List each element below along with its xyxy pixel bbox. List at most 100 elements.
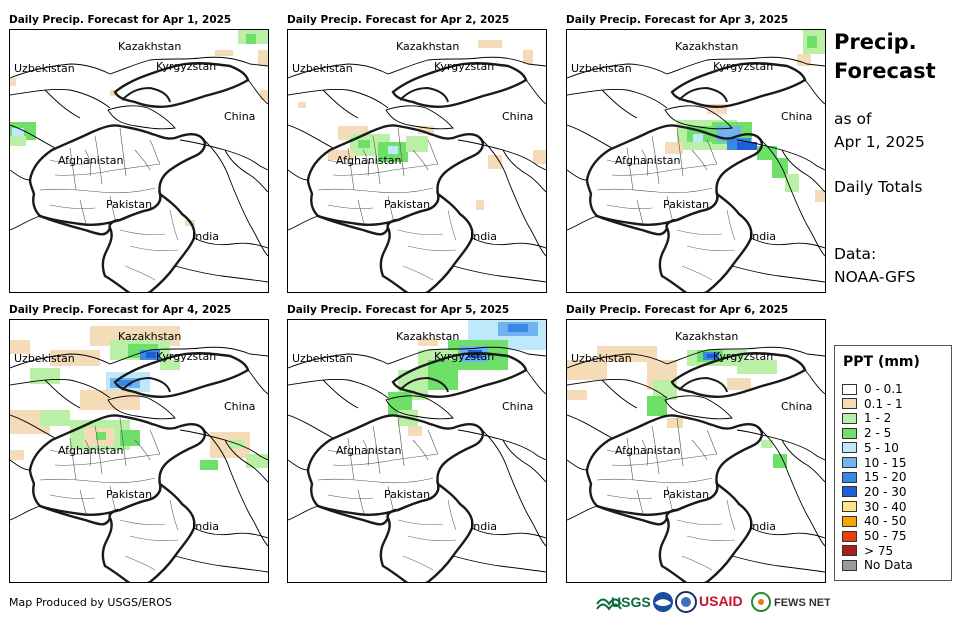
legend-label: 10 - 15 [864,455,907,470]
map-svg: Kazakhstan Uzbekistan Kyrgyzstan China A… [288,40,546,292]
legend-entry: 5 - 10 [842,441,899,455]
forecast-panel-apr2: Daily Precip. Forecast for Apr 2, 2025 [287,11,547,301]
label-pakistan: Pakistan [663,488,709,501]
data-label: Data: [834,245,877,263]
legend-swatch [842,515,857,527]
label-kyrgyzstan: Kyrgyzstan [713,350,773,363]
panel-title: Daily Precip. Forecast for Apr 6, 2025 [566,304,789,316]
heading-line-2: Forecast [834,59,936,83]
heading-line-1: Precip. [834,30,917,54]
legend-swatch [842,398,857,410]
precip-map: Kazakhstan Uzbekistan Kyrgyzstan China A… [287,319,547,583]
legend-label: No Data [864,558,913,573]
label-pakistan: Pakistan [384,488,430,501]
legend-entry: 20 - 30 [842,485,907,499]
legend-label: 0 - 0.1 [864,382,903,396]
precip-map: Kazakhstan Uzbekistan Kyrgyzstan China A… [9,29,269,293]
panel-title: Daily Precip. Forecast for Apr 4, 2025 [9,304,232,316]
panel-title: Daily Precip. Forecast for Apr 2, 2025 [287,14,510,26]
panel-title: Daily Precip. Forecast for Apr 5, 2025 [287,304,510,316]
label-kyrgyzstan: Kyrgyzstan [713,60,773,73]
legend-label: 20 - 30 [864,484,907,499]
legend-entry: No Data [842,558,913,572]
label-afghanistan: Afghanistan [336,444,402,457]
label-kyrgyzstan: Kyrgyzstan [156,60,216,73]
legend-swatch [842,427,857,439]
precip-map: Kazakhstan Uzbekistan Kyrgyzstan China A… [566,29,826,293]
label-india: India [470,520,497,533]
label-afghanistan: Afghanistan [58,444,124,457]
data-source: NOAA-GFS [834,268,916,286]
legend-label: 2 - 5 [864,426,892,441]
label-pakistan: Pakistan [106,488,152,501]
legend-swatch [842,457,857,468]
legend-entry: > 75 [842,544,893,558]
label-china: China [502,110,533,123]
legend-entry: 0 - 0.1 [842,382,903,396]
legend-swatch [842,559,857,571]
legend-title: PPT (mm) [843,354,920,370]
map-credit: Map Produced by USGS/EROS [9,596,172,609]
label-china: China [224,400,255,413]
label-pakistan: Pakistan [663,198,709,211]
label-china: China [781,400,812,413]
legend-entry: 2 - 5 [842,426,891,440]
asof-block: as of Apr 1, 2025 [834,108,964,154]
label-uzbekistan: Uzbekistan [14,352,75,365]
forecast-panel-apr6: Daily Precip. Forecast for Apr 6, 2025 [566,301,826,591]
label-kazakhstan: Kazakhstan [396,40,459,53]
label-afghanistan: Afghanistan [336,154,402,167]
panel-title: Daily Precip. Forecast for Apr 3, 2025 [566,14,789,26]
legend-swatch [842,545,857,557]
label-uzbekistan: Uzbekistan [292,62,353,75]
noaa-logo [653,592,673,612]
label-india: India [470,230,497,243]
label-india: India [192,520,219,533]
commerce-seal-logo [675,591,697,613]
forecast-panel-apr5: Daily Precip. Forecast for Apr 5, 2025 K… [287,301,547,591]
legend-swatch [842,471,857,483]
legend-label: 15 - 20 [864,470,907,485]
map-svg: Kazakhstan Uzbekistan Kyrgyzstan China A… [288,320,546,582]
legend-swatch [842,442,857,454]
legend-label: > 75 [864,543,894,558]
precip-map: Kazakhstan Uzbekistan Kyrgyzstan China A… [9,319,269,583]
legend-label: 0.1 - 1 [864,396,903,411]
forecast-panel-apr4: Daily Precip. Forecast for Apr 4, 2025 [9,301,269,591]
usaid-logo-text: USAID [699,593,743,609]
asof-label: as of [834,110,872,128]
label-uzbekistan: Uzbekistan [571,62,632,75]
legend-label: 40 - 50 [864,514,907,529]
label-afghanistan: Afghanistan [615,154,681,167]
label-kazakhstan: Kazakhstan [675,330,738,343]
usgs-logo: USGS [596,594,651,611]
label-kazakhstan: Kazakhstan [118,330,181,343]
label-china: China [781,110,812,123]
legend-swatch [842,530,857,542]
legend-entry: 1 - 2 [842,411,891,425]
label-china: China [224,110,255,123]
precip-map: Kazakhstan Uzbekistan Kyrgyzstan China A… [566,319,826,583]
legend-entry: 10 - 15 [842,456,907,470]
legend-label: 50 - 75 [864,529,907,543]
fews-net-logo-text: FEWS NET [774,597,830,609]
label-uzbekistan: Uzbekistan [14,62,75,75]
data-source-block: Data: NOAA-GFS [834,243,964,289]
legend-entry: 15 - 20 [842,470,907,484]
legend-label: 30 - 40 [864,499,907,514]
map-svg: Kazakhstan Uzbekistan Kyrgyzstan China A… [10,326,268,582]
usgs-logo-text: USGS [611,594,651,610]
label-india: India [749,230,776,243]
legend-entry: 50 - 75 [842,529,907,543]
legend-entry: 40 - 50 [842,514,907,528]
label-kazakhstan: Kazakhstan [118,40,181,53]
usaid-logo: USAID [699,593,743,609]
label-kyrgyzstan: Kyrgyzstan [434,350,494,363]
panel-title: Daily Precip. Forecast for Apr 1, 2025 [9,14,232,26]
label-pakistan: Pakistan [384,198,430,211]
precip-overlay [10,30,268,226]
forecast-panel-apr1: Daily Precip. Forecast for Apr 1, 2025 K… [9,11,269,301]
asof-date: Apr 1, 2025 [834,133,925,151]
label-india: India [192,230,219,243]
